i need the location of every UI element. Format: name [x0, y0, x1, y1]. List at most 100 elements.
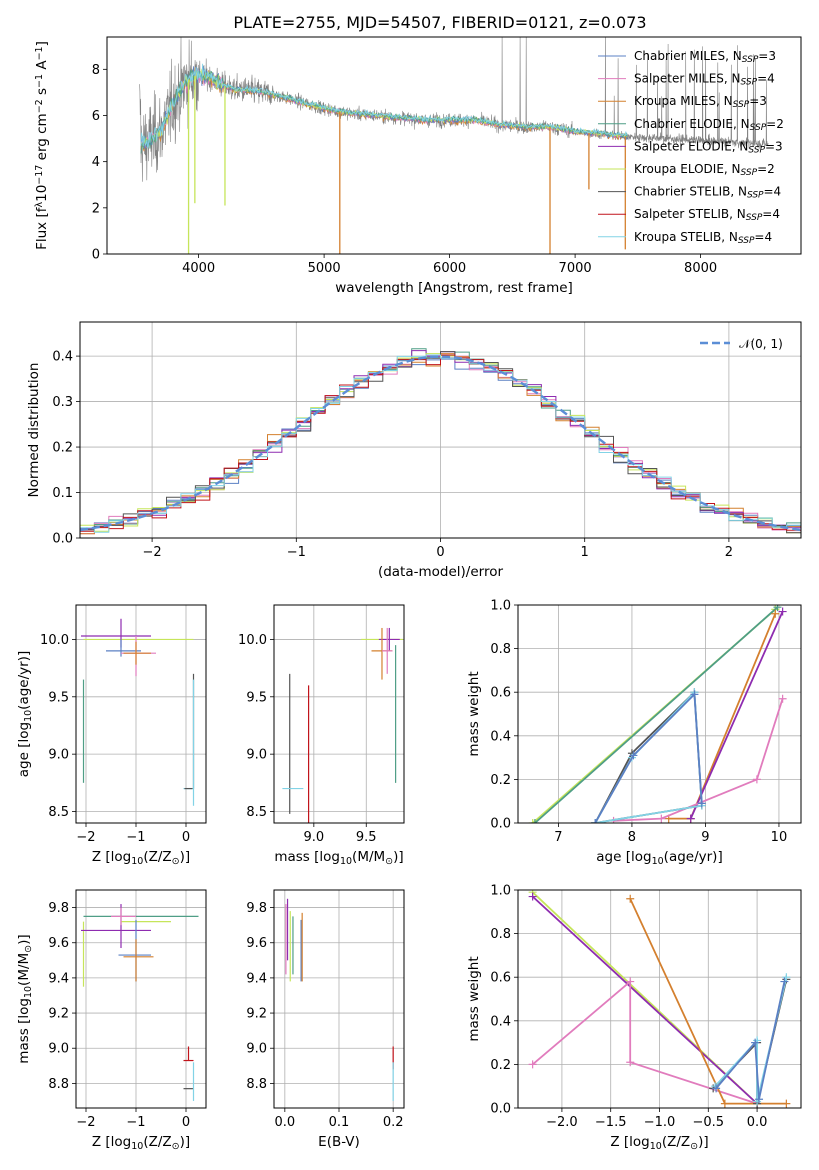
- y-tick-label: 10.0: [40, 633, 69, 648]
- y-tick-label: 0.2: [490, 1058, 511, 1073]
- y-tick-label: 0.6: [490, 686, 511, 701]
- axes-frame: [75, 889, 207, 1109]
- y-tick-label: 9.0: [246, 748, 267, 763]
- x-axis-label: (data-model)/error: [378, 564, 504, 580]
- x-tick-label: −2: [143, 545, 162, 560]
- series-point-marker: [657, 814, 666, 823]
- y-axis-label: Flux [fλ10−17 erg cm−2 s−1 A−1]: [34, 41, 51, 250]
- mass-vs-Z-axes: −2 −1 0 8.8 9.0 9.2 9.4 9.6 9.8 Z [log10(Z/Z⊙)] ma…: [16, 889, 207, 1152]
- y-axis-label: mass weight: [466, 956, 482, 1041]
- series-point-marker: [752, 775, 761, 784]
- series-line: [613, 698, 784, 822]
- model-spectrum-line: [140, 63, 628, 149]
- series-point-marker: [629, 751, 638, 760]
- y-tick-label: 9.8: [246, 901, 267, 916]
- axes-frame: [517, 889, 802, 1109]
- y-tick-label: 0.1: [52, 486, 73, 501]
- error-bar-point: [123, 939, 154, 982]
- y-axis-label: mass weight: [466, 671, 482, 756]
- legend-entry: Salpeter MILES, NSSP=4: [634, 72, 775, 88]
- x-tick-label: 0.0: [747, 1115, 768, 1130]
- x-tick-label: −1: [287, 545, 306, 560]
- y-tick-label: 0.8: [490, 927, 511, 942]
- model-spectrum-line: [140, 67, 628, 154]
- y-tick-label: 6: [92, 109, 100, 124]
- x-tick-label: −1.0: [644, 1115, 676, 1130]
- mass-weight-series: [712, 977, 789, 1104]
- x-tick-label: −1: [126, 830, 145, 845]
- y-tick-label: 4: [92, 155, 100, 170]
- x-tick-label: 8000: [684, 261, 717, 276]
- x-tick-label: 9.5: [356, 830, 377, 845]
- y-tick-label: 9.2: [246, 1007, 267, 1022]
- series-point-marker: [771, 609, 780, 618]
- y-tick-label: 9.5: [48, 690, 69, 705]
- x-tick-label: 2: [725, 545, 733, 560]
- y-tick-label: 9.0: [246, 1042, 267, 1057]
- series-line: [714, 976, 788, 1102]
- x-tick-label: 0: [182, 830, 190, 845]
- figure-title: PLATE=2755, MJD=54507, FIBERID=0121, z=0…: [233, 13, 646, 32]
- series-point-marker: [778, 694, 787, 703]
- x-axis-label: age [log10(age/yr)]: [596, 849, 722, 867]
- y-tick-label: 0.0: [490, 1102, 511, 1117]
- mass-vs-ebv-axes: 0.0 0.1 0.2 8.8 9.0 9.2 9.4 9.6 9.8 E(B-V): [246, 889, 405, 1150]
- error-bar-point: [81, 618, 151, 648]
- spectrum-legend: Chabrier MILES, NSSP=3 Salpeter MILES, NS…: [598, 49, 784, 246]
- axes-frame: [517, 604, 802, 824]
- error-bar-point: [81, 904, 151, 949]
- y-tick-label: 10.0: [238, 633, 267, 648]
- series-point-marker: [778, 607, 787, 616]
- spectrum-plot-area: [139, 37, 769, 254]
- normal-distribution-curve: [80, 355, 801, 532]
- mass-vs-ebv-plot-area: [285, 898, 394, 1101]
- massweight-vs-Z-axes: −2.0 −1.5 −1.0 −0.5 0.0 0.0 0.2 0.4 0.6 0.8 1.0 Z […: [466, 884, 802, 1152]
- mass-weight-series: [664, 609, 780, 823]
- y-tick-label: 0.4: [490, 1014, 511, 1029]
- y-axis-label: Normed distribution: [26, 363, 42, 498]
- y-tick-label: 9.0: [48, 1042, 69, 1057]
- series-point-marker: [690, 690, 699, 699]
- x-tick-label: 9.0: [303, 830, 324, 845]
- x-tick-label: −0.5: [693, 1115, 725, 1130]
- x-axis-label: E(B-V): [318, 1134, 360, 1150]
- x-axis-label: Z [log10(Z/Z⊙)]: [610, 1134, 708, 1152]
- series-point-marker: [780, 977, 789, 986]
- x-tick-label: 0: [182, 1115, 190, 1130]
- error-bar-point: [111, 907, 136, 926]
- y-tick-label: 8.5: [48, 805, 69, 820]
- series-line: [594, 690, 703, 823]
- age-vs-mass-plot-area: [282, 627, 403, 823]
- axes-frame: [106, 36, 802, 255]
- spectrum-axes: 4000 5000 6000 7000 8000 0 2 4 6 8 wavelength [Ang…: [34, 36, 802, 296]
- x-tick-label: 8: [628, 830, 636, 845]
- residuals-legend: 𝒩(0, 1): [700, 337, 783, 351]
- y-tick-label: 0.3: [52, 395, 73, 410]
- x-tick-label: 7000: [559, 261, 592, 276]
- y-tick-label: 1.0: [490, 599, 511, 614]
- series-point-marker: [751, 1038, 760, 1047]
- series-line: [594, 692, 703, 823]
- x-tick-label: −1: [126, 1115, 145, 1130]
- error-bar-point: [123, 641, 151, 665]
- y-axis-label: mass [log10(M/M⊙)]: [16, 934, 34, 1063]
- series-point-marker: [755, 1095, 764, 1104]
- x-axis-label: wavelength [Angstrom, rest frame]: [335, 280, 573, 296]
- legend-entry: Salpeter STELIB, NSSP=4: [634, 207, 780, 223]
- series-line: [531, 895, 758, 1105]
- y-tick-label: 8: [92, 63, 100, 78]
- y-tick-label: 8.8: [246, 1077, 267, 1092]
- legend-entry: Kroupa STELIB, NSSP=4: [634, 230, 772, 246]
- y-tick-label: 9.5: [246, 690, 267, 705]
- series-line: [712, 979, 788, 1104]
- series-point-marker: [773, 605, 782, 612]
- series-point-marker: [712, 1084, 721, 1093]
- y-tick-label: 0.6: [490, 971, 511, 986]
- x-tick-label: −2: [76, 1115, 95, 1130]
- y-tick-label: 0.4: [52, 350, 73, 365]
- x-tick-label: −2: [76, 830, 95, 845]
- axes-frame: [75, 604, 207, 824]
- x-tick-label: 0.1: [329, 1115, 350, 1130]
- mass-weight-series: [711, 973, 791, 1106]
- y-tick-label: 9.6: [48, 936, 69, 951]
